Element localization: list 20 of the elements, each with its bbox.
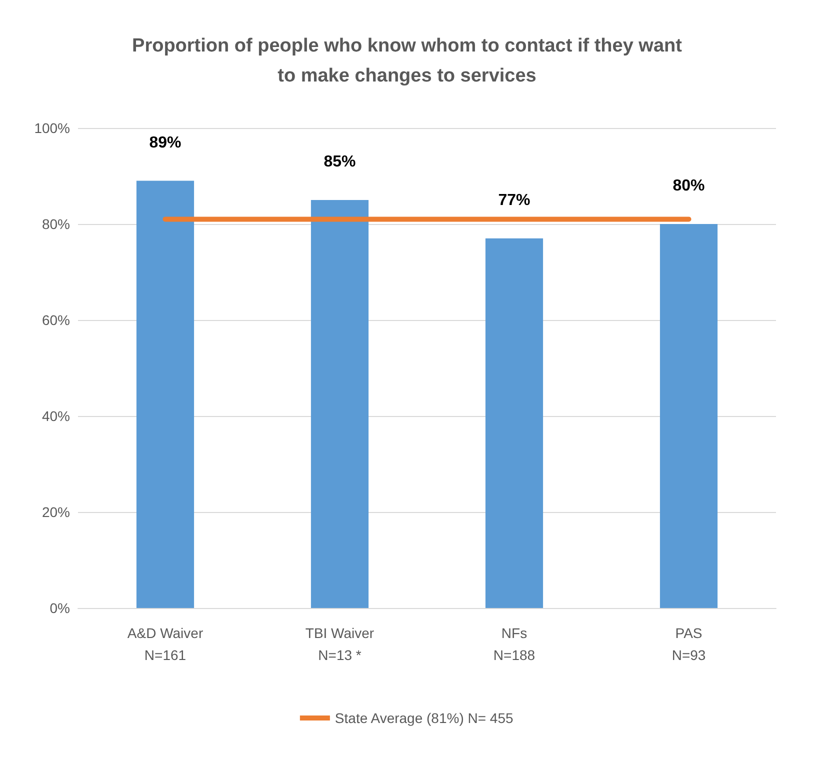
data-label: 89% — [149, 134, 182, 152]
x-tick-label: A&D Waiver N=161 — [127, 625, 204, 663]
x-tick-label: NFs N=188 — [493, 625, 536, 663]
y-tick-label: 80% — [42, 216, 70, 232]
legend-label: State Average (81%) N= 455 — [334, 710, 514, 726]
data-label: 80% — [672, 178, 705, 194]
bar — [660, 224, 718, 608]
bar — [485, 238, 544, 608]
y-tick-label: 0% — [50, 600, 70, 616]
x-tick-label: TBI Waiver N=13 * — [305, 625, 374, 663]
data-label: 85% — [324, 154, 356, 170]
data-label: 77% — [498, 192, 530, 209]
y-tick-label: 60% — [42, 312, 70, 328]
y-tick-label: 20% — [42, 504, 70, 520]
bar — [310, 200, 369, 608]
chart-title: Proportion of people who know whom to contact if they want to make changes to services — [132, 36, 683, 86]
bar — [136, 180, 194, 608]
y-tick-label: 40% — [42, 408, 70, 424]
x-tick-label: PAS N=93 — [672, 625, 706, 663]
y-tick-label: 100% — [34, 120, 70, 136]
